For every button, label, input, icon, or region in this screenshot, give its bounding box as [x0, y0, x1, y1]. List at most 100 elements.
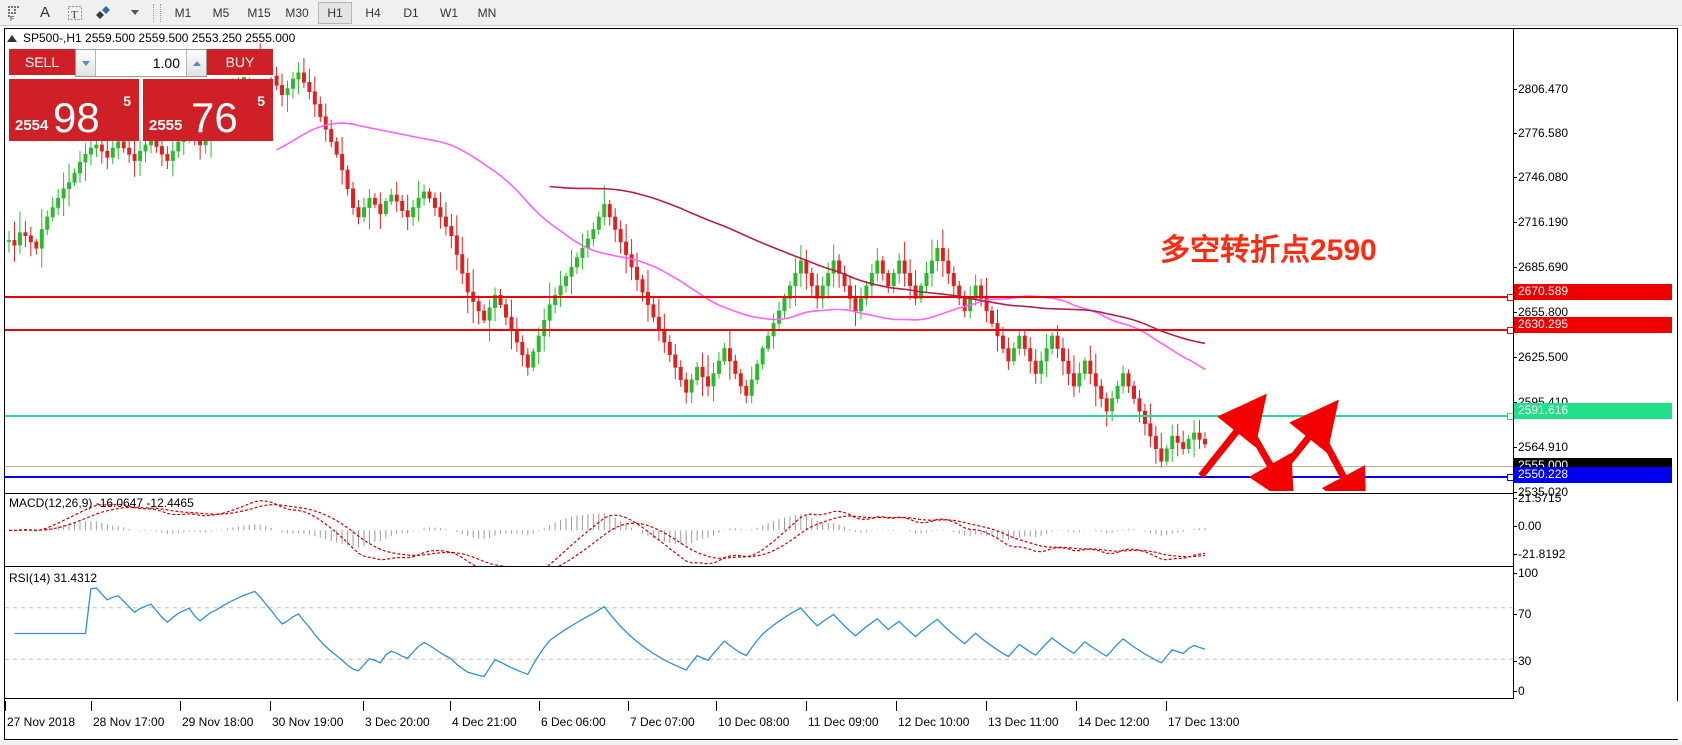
sell-price-big: 98 — [53, 94, 100, 141]
macd-tick: 21.5715 — [1512, 491, 1562, 505]
buy-price-box[interactable]: 2555 76 5 — [143, 79, 273, 141]
oct-prices-row: 2554 98 5 2555 76 5 — [9, 79, 273, 141]
symbol-ohlc-text: SP500-,H1 2559.500 2559.500 2553.250 255… — [23, 31, 296, 45]
time-tick — [986, 701, 987, 711]
macd-tick: -21.8192 — [1512, 547, 1566, 561]
level-line-2555[interactable] — [5, 466, 1513, 467]
time-tick — [628, 701, 629, 711]
sell-price-box[interactable]: 2554 98 5 — [9, 79, 139, 141]
macd-indicator-pane[interactable]: MACD(12,26,9) -16.0647 -12.4465 — [5, 493, 1513, 567]
time-scale-axis[interactable]: 27 Nov 2018 28 Nov 17:00 29 Nov 18:00 30 No… — [5, 701, 1679, 739]
price-tick: 2716.190 — [1512, 215, 1569, 229]
price-tick: 2685.690 — [1512, 260, 1569, 274]
time-label: 29 Nov 18:00 — [182, 715, 254, 729]
timeframe-w1[interactable]: W1 — [440, 5, 458, 20]
symbol-info-row: SP500-,H1 2559.500 2559.500 2553.250 255… — [7, 31, 295, 45]
level-line-2670[interactable] — [5, 294, 1513, 301]
timeframe-m1[interactable]: M1 — [174, 5, 192, 20]
time-tick — [91, 701, 92, 711]
level-line-2630[interactable] — [5, 327, 1513, 334]
buy-price-big: 76 — [191, 94, 238, 141]
rsi-tick: 70 — [1512, 607, 1532, 621]
time-tick — [1076, 701, 1077, 711]
time-label: 27 Nov 2018 — [7, 715, 76, 729]
timeframe-group: M1 M5 M15 M30 H1 H4 D1 W1 MN — [164, 1, 506, 24]
time-label: 30 Nov 19:00 — [272, 715, 344, 729]
crosshair-f-icon[interactable]: F — [0, 1, 30, 25]
volume-decrease-button[interactable] — [76, 50, 96, 76]
level-line-2591[interactable] — [5, 413, 1513, 420]
time-label: 7 Dec 07:00 — [630, 715, 695, 729]
time-tick — [450, 701, 451, 711]
time-label: 10 Dec 08:00 — [718, 715, 790, 729]
level-handle[interactable] — [1507, 327, 1513, 334]
level-handle[interactable] — [1507, 474, 1513, 481]
macd-main-line — [8, 500, 1206, 566]
time-tick — [539, 701, 540, 711]
one-click-trading-panel[interactable]: SELL 1.00 BUY 2554 98 5 2555 — [9, 49, 273, 149]
timeframe-d1[interactable]: D1 — [403, 5, 419, 20]
caret-down-icon — [81, 60, 90, 66]
time-label: 13 Dec 11:00 — [988, 715, 1059, 729]
collapse-triangle-icon[interactable] — [7, 34, 17, 42]
support-2550-badge[interactable]: 2550.228 — [1514, 467, 1672, 483]
timeframe-m15[interactable]: M15 — [247, 5, 271, 20]
caret-up-icon — [192, 60, 201, 66]
time-label: 28 Nov 17:00 — [93, 715, 165, 729]
price-tick: 2746.080 — [1512, 170, 1569, 184]
level-handle[interactable] — [1507, 413, 1513, 420]
time-tick — [896, 701, 897, 711]
price-scale-axis[interactable]: 2806.470 2776.580 2746.080 2716.190 2685.690… — [1512, 29, 1677, 699]
time-label: 4 Dec 21:00 — [452, 715, 517, 729]
timeframe-h1[interactable]: H1 — [318, 1, 352, 24]
time-label: 3 Dec 20:00 — [365, 715, 430, 729]
price-tick: 2655.800 — [1512, 305, 1569, 319]
sell-button[interactable]: SELL — [9, 49, 75, 77]
arrow-down-1 — [1241, 419, 1295, 491]
price-chart-pane[interactable]: SP500-,H1 2559.500 2559.500 2553.250 255… — [5, 29, 1513, 491]
text-box-icon[interactable]: T — [60, 1, 90, 25]
objects-icon[interactable] — [90, 1, 120, 25]
main-toolbar: F A T M1 M5 M15 M30 H1 H4 D1 W1 MN — [0, 0, 1682, 26]
time-tick — [806, 701, 807, 711]
chevron-down-icon[interactable] — [120, 1, 150, 25]
support-2591-badge[interactable]: 2591.616 — [1514, 403, 1672, 419]
macd-tick: 0.00 — [1512, 519, 1542, 533]
time-label: 12 Dec 10:00 — [898, 715, 970, 729]
timeframe-m30[interactable]: M30 — [285, 5, 309, 20]
arrow-down-2 — [1313, 425, 1367, 491]
arrow-up-1 — [1198, 393, 1267, 479]
macd-label: MACD(12,26,9) -16.0647 -12.4465 — [9, 496, 194, 510]
level-handle[interactable] — [1507, 294, 1513, 301]
volume-stepper[interactable]: 1.00 — [75, 49, 207, 77]
sell-price-prefix: 2554 — [15, 117, 49, 134]
time-label: 6 Dec 06:00 — [541, 715, 606, 729]
time-tick — [363, 701, 364, 711]
timeframe-h4[interactable]: H4 — [365, 5, 381, 20]
macd-series-svg — [8, 500, 1206, 566]
volume-input[interactable]: 1.00 — [152, 55, 180, 71]
price-tick: 2535.020 — [1512, 485, 1569, 499]
time-label: 17 Dec 13:00 — [1168, 715, 1240, 729]
macd-histogram — [13, 513, 1206, 548]
rsi-indicator-pane[interactable]: RSI(14) 31.4312 — [5, 569, 1513, 699]
turning-point-note: 多空转折点2590 — [1160, 234, 1377, 267]
resistance-2670-badge[interactable]: 2670.589 — [1514, 284, 1672, 300]
level-line-2550[interactable] — [5, 474, 1513, 481]
rsi-tick: 0 — [1513, 684, 1525, 698]
buy-price-fraction: 5 — [257, 93, 265, 109]
drawn-arrows-group[interactable] — [5, 29, 1513, 491]
sell-price-fraction: 5 — [123, 93, 131, 109]
price-tick: 2806.470 — [1512, 82, 1569, 96]
buy-button[interactable]: BUY — [207, 49, 273, 77]
volume-increase-button[interactable] — [186, 50, 206, 76]
timeframe-m5[interactable]: M5 — [212, 5, 230, 20]
timeframe-mn[interactable]: MN — [477, 5, 497, 20]
toolbar-divider — [153, 3, 161, 22]
resistance-2630-badge[interactable]: 2630.295 — [1514, 317, 1672, 333]
candlestick-series — [7, 43, 1207, 468]
rsi-tick: 30 — [1512, 654, 1532, 668]
time-tick — [5, 701, 6, 711]
text-label-icon[interactable]: A — [39, 4, 50, 21]
